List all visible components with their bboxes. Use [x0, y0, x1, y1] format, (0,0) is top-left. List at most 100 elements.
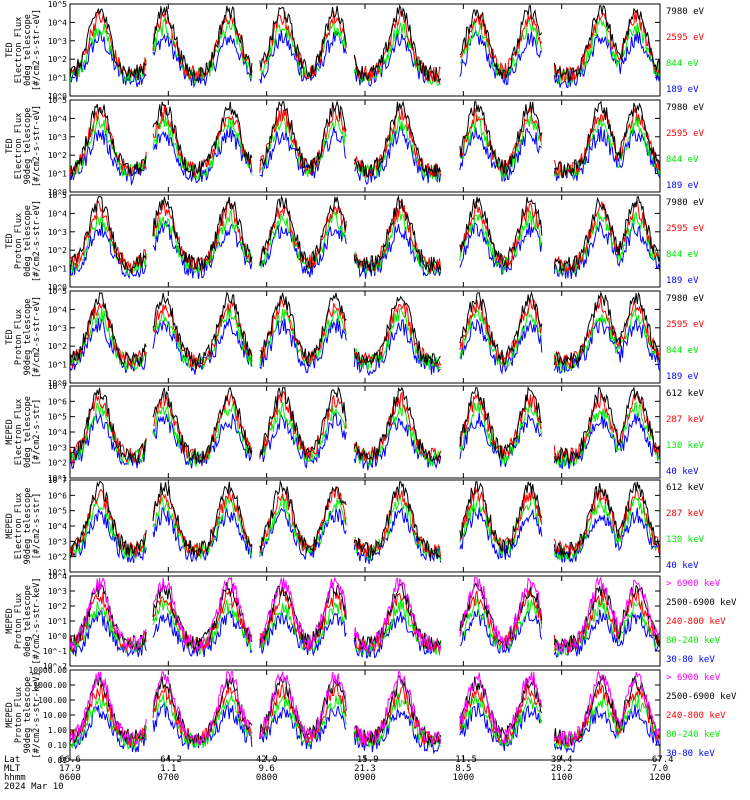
- y-tick-label: 10^4: [48, 209, 67, 218]
- y-axis-label: Electron Flux: [14, 113, 24, 180]
- y-axis-label: Proton Flux: [14, 309, 24, 365]
- y-tick-label: 10^2: [48, 246, 67, 255]
- series-trace: [70, 291, 660, 370]
- y-axis-label: MEPED: [5, 419, 15, 445]
- y-tick-label: 10^1: [48, 74, 67, 83]
- series-trace: [70, 386, 660, 466]
- legend-entry: 2500-6900 keV: [666, 598, 737, 608]
- legend-entry: 130 keV: [666, 441, 705, 451]
- legend-entry: 844 eV: [666, 346, 699, 356]
- y-tick-label: 10^-1: [43, 647, 67, 656]
- legend-entry: 2595 eV: [666, 224, 705, 234]
- legend-entry: > 6900 keV: [666, 673, 721, 683]
- y-tick-label: 10^2: [48, 553, 67, 562]
- legend-entry: 240-800 keV: [666, 617, 726, 627]
- y-tick-label: 10.00: [43, 711, 67, 720]
- legend-entry: 40 keV: [666, 467, 699, 477]
- chart-panel-6: 10^1 10^2 10^3 10^4 10^5 10^6 10^7 MEPED Electro…: [5, 476, 705, 577]
- y-axis-label: 90deg telescope: [23, 488, 33, 565]
- y-tick-label: 10^5: [48, 0, 67, 9]
- trace-group: [70, 291, 660, 377]
- series-trace: [70, 493, 660, 562]
- series-trace: [70, 125, 660, 187]
- legend-entry: 7980 eV: [666, 198, 705, 208]
- series-trace: [70, 100, 660, 179]
- y-tick-label: 100.00: [38, 696, 67, 705]
- y-tick-label: 10^4: [48, 114, 67, 123]
- y-axis-label: MEPED: [5, 513, 15, 539]
- y-axis-label: MEPED: [5, 608, 15, 634]
- y-axis-label: 90deg telescope: [23, 677, 33, 754]
- footer-value: 0800: [256, 773, 278, 783]
- y-axis-label: Electron Flux: [14, 493, 24, 560]
- y-tick-label: 10^2: [48, 55, 67, 64]
- y-axis-label: MEPED: [5, 702, 15, 728]
- footer-value: -67.4: [646, 755, 673, 765]
- y-tick-label: 10^5: [48, 507, 67, 516]
- footer-value: -64.2: [155, 755, 182, 765]
- y-axis-label: Proton Flux: [14, 687, 24, 743]
- y-axis-label: TED: [5, 138, 15, 153]
- series-trace: [70, 576, 660, 653]
- footer-value: 0600: [59, 773, 81, 783]
- legend-entry: 7980 eV: [666, 7, 705, 17]
- chart-panel-5: 10^1 10^2 10^3 10^4 10^5 10^6 10^7 MEPED Electro…: [5, 382, 705, 483]
- legend-entry: 7980 eV: [666, 103, 705, 113]
- legend-entry: 844 eV: [666, 59, 699, 69]
- y-axis-label: TED: [5, 233, 15, 248]
- y-tick-label: 10^6: [48, 397, 67, 406]
- footer-value: 0700: [157, 773, 179, 783]
- legend-entry: > 6900 keV: [666, 579, 721, 589]
- footer-value: 66.6: [59, 755, 81, 765]
- y-tick-label: 10^4: [48, 305, 67, 314]
- legend-entry: 612 keV: [666, 389, 705, 399]
- y-axis-label: Proton Flux: [14, 593, 24, 649]
- y-axis-label: 0deg telescope: [23, 14, 33, 86]
- series-trace: [70, 219, 660, 280]
- footer-row-label: Lat: [4, 755, 20, 765]
- y-tick-label: 10^5: [48, 96, 67, 105]
- series-trace: [70, 609, 660, 659]
- legend-entry: 189 eV: [666, 276, 699, 286]
- y-tick-label: 10^3: [48, 133, 67, 142]
- y-tick-label: 10^1: [48, 265, 67, 274]
- y-axis-label: TED: [5, 329, 15, 344]
- chart-panel-7: 10^-2 10^-1 10^0 10^1 10^2 10^3 10^4 MEPED Proto…: [5, 572, 737, 671]
- y-axis-label: [#/cm2-s-str-eV]: [32, 9, 42, 91]
- y-tick-label: 10^0: [48, 92, 67, 101]
- footer-row-label: hhmm: [4, 773, 26, 783]
- chart-panel-3: 10^0 10^1 10^2 10^3 10^4 10^5 TED Proton Flux 0d…: [5, 191, 705, 292]
- y-axis-label: 90deg telescope: [23, 299, 33, 376]
- y-tick-label: 10^0: [48, 188, 67, 197]
- footer-value: 20.2: [551, 764, 573, 774]
- series-trace: [70, 480, 660, 559]
- legend-entry: 2500-6900 keV: [666, 692, 737, 702]
- legend-entry: 2595 eV: [666, 129, 705, 139]
- footer-value: 1100: [551, 773, 573, 783]
- y-tick-label: 10^-2: [43, 662, 67, 671]
- y-tick-label: 10^2: [48, 342, 67, 351]
- footer-value: 7.0: [652, 764, 668, 774]
- y-tick-label: 10^7: [48, 382, 67, 391]
- y-tick-label: 10^3: [48, 443, 67, 452]
- y-tick-label: 10^4: [48, 572, 67, 581]
- legend-entry: 189 eV: [666, 85, 699, 95]
- chart-panel-4: 10^0 10^1 10^2 10^3 10^4 10^5 TED Proton Flux 90…: [5, 287, 705, 388]
- footer-axis-labels: Lat 66.6 -64.2 42.0 -15.9 -11.5 39.4 -67.4 MLT 17…: [4, 755, 674, 792]
- y-tick-label: 10^5: [48, 413, 67, 422]
- legend-entry: 612 keV: [666, 483, 705, 493]
- y-tick-label: 10^3: [48, 37, 67, 46]
- chart-panel-2: 10^0 10^1 10^2 10^3 10^4 10^5 TED Electron Flux…: [5, 96, 705, 197]
- footer-value: 1.1: [160, 764, 176, 774]
- y-axis-label: 0deg telescope: [23, 585, 33, 657]
- y-axis-label: [#/cm2-s-str]: [32, 399, 42, 466]
- y-tick-label: 10^0: [48, 283, 67, 292]
- footer-value: 17.9: [59, 764, 81, 774]
- y-axis-label: [#/cm2-s-str-eV]: [32, 105, 42, 187]
- y-tick-label: 10^4: [48, 522, 67, 531]
- footer-row-label: MLT: [4, 764, 21, 774]
- trace-group: [70, 670, 660, 755]
- trace-group: [70, 576, 660, 659]
- y-axis-label: [#/cm2-s-str-keV]: [32, 672, 42, 759]
